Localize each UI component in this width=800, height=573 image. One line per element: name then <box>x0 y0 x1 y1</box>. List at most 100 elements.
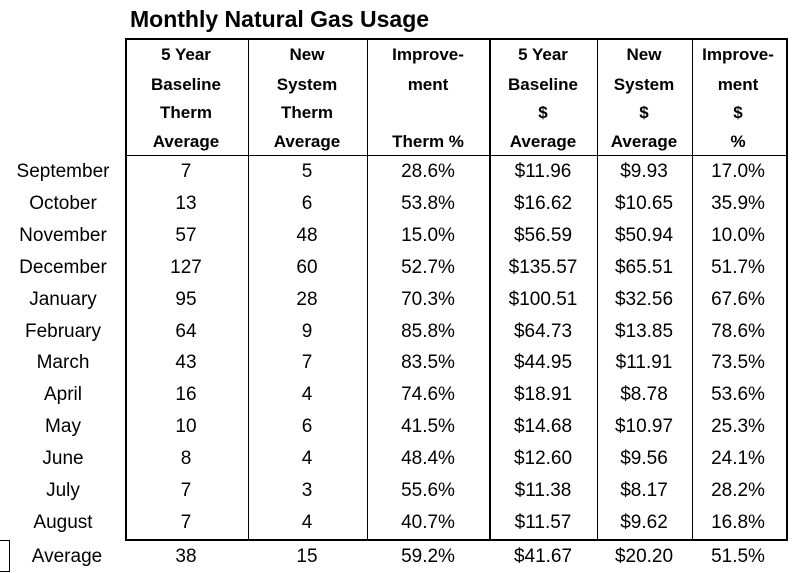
cell: 41.5% <box>401 416 455 438</box>
column-header: Average <box>152 132 220 151</box>
cell: $11.57 <box>514 511 572 533</box>
cell: $9.62 <box>620 511 668 533</box>
border <box>125 38 127 541</box>
border <box>489 38 491 541</box>
cell: 24.1% <box>711 448 765 470</box>
grid-line <box>597 38 598 541</box>
row-label: December <box>19 256 107 278</box>
grid-line <box>692 38 693 541</box>
cell: 4 <box>301 384 313 406</box>
column-header: Average <box>273 132 341 151</box>
row-label: April <box>43 384 83 406</box>
column-header: ment <box>407 75 449 94</box>
cell: $9.56 <box>620 448 668 470</box>
border <box>786 38 788 541</box>
cell: 48.4% <box>401 448 455 470</box>
column-header: $ <box>538 103 548 122</box>
cell: 7 <box>180 161 192 182</box>
cell: 83.5% <box>401 352 455 374</box>
cell: $56.59 <box>513 224 573 246</box>
cell: 4 <box>301 511 313 533</box>
cell: 5 <box>301 161 313 182</box>
cell: $8.17 <box>620 480 668 501</box>
cell: 7 <box>180 480 192 501</box>
cell: $135.57 <box>508 256 578 278</box>
cell: 52.7% <box>401 256 455 278</box>
column-header: $ <box>639 103 649 122</box>
row-label: October <box>29 192 97 214</box>
column-header: Improve- <box>392 45 464 64</box>
cell: 16.8% <box>711 511 765 533</box>
cell: $18.91 <box>513 384 573 406</box>
cell: 67.6% <box>711 288 765 310</box>
border <box>125 38 788 40</box>
cell: 17.0% <box>711 161 765 182</box>
cell: 15.0% <box>401 224 455 246</box>
cell: 28.2% <box>711 480 765 501</box>
cell: $10.65 <box>614 192 674 214</box>
cell: 38 <box>175 546 197 567</box>
cell: 127 <box>170 256 202 278</box>
cell: 43 <box>175 352 197 374</box>
cell: 6 <box>301 192 313 214</box>
cell: 51.5% <box>711 546 765 567</box>
cell: 7 <box>180 511 192 533</box>
cell: $65.51 <box>614 256 674 278</box>
column-header: Therm % <box>392 132 464 151</box>
cell: $10.97 <box>614 416 674 438</box>
cell: $8.78 <box>620 384 668 406</box>
cell: $50.94 <box>614 224 674 246</box>
cell: 10.0% <box>711 224 765 246</box>
cell: 53.6% <box>711 384 765 406</box>
cell: $44.95 <box>513 352 573 374</box>
cell: 59.2% <box>401 546 455 567</box>
cell: 64 <box>175 320 197 342</box>
cell: $64.73 <box>513 320 573 342</box>
title: Monthly Natural Gas Usage <box>130 6 430 32</box>
grid-line <box>125 155 788 156</box>
column-header: System <box>276 75 338 94</box>
column-header: New <box>626 45 662 64</box>
column-header: New <box>289 45 325 64</box>
cell: 78.6% <box>711 320 765 342</box>
cell: 6 <box>301 416 313 438</box>
row-label: March <box>36 352 90 374</box>
cell: 3 <box>301 480 313 501</box>
cell: 57 <box>175 224 197 246</box>
cell: 4 <box>301 448 313 470</box>
cell: 74.6% <box>401 384 455 406</box>
row-label: September <box>16 161 110 182</box>
cell: 95 <box>175 288 197 310</box>
cell: $14.68 <box>513 416 573 438</box>
column-header: Baseline <box>508 75 578 94</box>
cell: 10 <box>175 416 197 438</box>
cell: $11.91 <box>615 352 673 374</box>
cell: 25.3% <box>711 416 765 438</box>
cell: 35.9% <box>711 192 765 214</box>
row-label: Average <box>31 546 103 567</box>
cell: 13 <box>175 192 197 214</box>
border <box>125 539 788 541</box>
cell: $12.60 <box>513 448 573 470</box>
cell: $11.96 <box>514 161 572 182</box>
cell: 8 <box>180 448 192 470</box>
cell: 40.7% <box>401 511 455 533</box>
cell: $16.62 <box>513 192 573 214</box>
cell: 55.6% <box>401 480 455 501</box>
cell: 51.7% <box>711 256 765 278</box>
cell: $13.85 <box>614 320 674 342</box>
cell: 48 <box>296 224 318 246</box>
column-header: Therm <box>160 103 212 122</box>
row-label: February <box>24 320 102 342</box>
column-header: Baseline <box>151 75 221 94</box>
column-header: Average <box>509 132 577 151</box>
cell: $41.67 <box>513 546 573 567</box>
cell: $32.56 <box>614 288 674 310</box>
cell: 28.6% <box>401 161 455 182</box>
selection-box <box>0 540 10 572</box>
column-header: System <box>613 75 675 94</box>
column-header: 5 Year <box>161 45 211 64</box>
column-header: Average <box>610 132 678 151</box>
cell: 73.5% <box>711 352 765 374</box>
cell: 60 <box>296 256 318 278</box>
